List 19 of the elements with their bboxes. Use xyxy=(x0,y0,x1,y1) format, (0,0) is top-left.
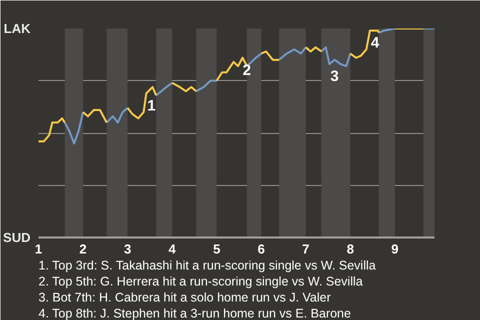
text: 2. Top 5th: G. Herrera hit a run-scoring single vs W. Sevilla xyxy=(38,274,363,288)
x-tick-label: 4 xyxy=(168,242,177,256)
x-tick-label: 1 xyxy=(34,242,42,256)
x-tick-label: 3 xyxy=(124,242,132,256)
x-tick-label: 8 xyxy=(346,242,354,256)
x-tick-label: 9 xyxy=(391,242,398,256)
x-tick-label: 5 xyxy=(213,242,220,256)
x-tick-label: 2 xyxy=(79,242,87,256)
annotation: 3 xyxy=(330,68,339,86)
text: 1. Top 3rd: S. Takahashi hit a run-scoring single vs W. Sevilla xyxy=(38,258,376,272)
annotation: 1 xyxy=(147,97,156,114)
annotation: 4 xyxy=(370,34,380,52)
annotation: 2 xyxy=(242,62,251,79)
x-tick-label: 7 xyxy=(302,242,310,256)
text: LAK xyxy=(4,21,32,36)
x-tick-label: 6 xyxy=(258,242,265,256)
text: SUD xyxy=(3,230,31,245)
text: 4. Top 8th: J. Stephen hit a 3-run home run vs E. Barone xyxy=(38,306,352,320)
text: 3. Bot 7th: H. Cabrera hit a solo home run vs J. Valer xyxy=(38,290,331,304)
